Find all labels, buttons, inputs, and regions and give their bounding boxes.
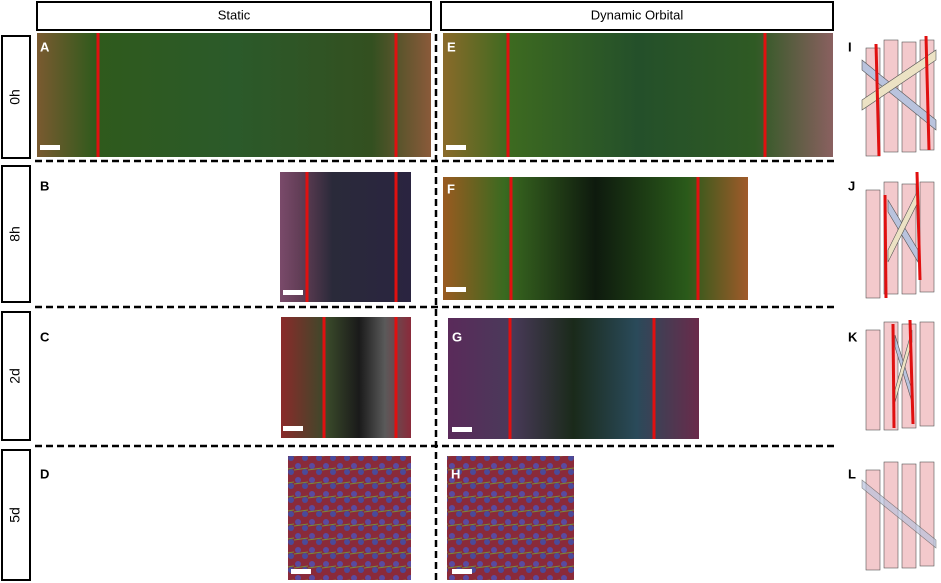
row-label: 5d [7,507,23,523]
panel-label: L [848,466,856,481]
panel-label: E [447,39,456,54]
column-header: Dynamic Orbital [591,7,684,22]
row-label-box [1,449,31,581]
panel-label: H [451,466,460,481]
schematic-l [861,461,937,571]
row-label-box [1,165,31,303]
row-label-box [1,311,31,441]
panel-label: I [848,39,852,54]
row-label: 8h [7,226,23,242]
panel-label: D [40,466,49,481]
image-h [447,456,574,580]
image-g [448,318,699,439]
panel-label: C [40,329,50,344]
column-header-box [36,1,432,31]
image-d [288,456,411,580]
schematic-i [861,35,937,157]
panel-label: F [447,181,455,196]
panel-label: J [848,178,855,193]
image-e [443,33,833,157]
panel-label: G [452,329,462,344]
panel-label: K [848,329,858,344]
schematic-k [865,319,935,431]
row-label: 0h [7,89,23,105]
column-header: Static [218,7,251,22]
row-label-box [1,35,31,159]
image-c [281,317,411,438]
image-b [280,172,411,302]
image-a [37,33,431,157]
column-header-box [440,1,834,31]
panel-label: A [40,39,50,54]
image-f [443,177,748,300]
schematic-j [865,171,935,299]
panel-label: B [40,178,49,193]
row-label: 2d [7,368,23,384]
